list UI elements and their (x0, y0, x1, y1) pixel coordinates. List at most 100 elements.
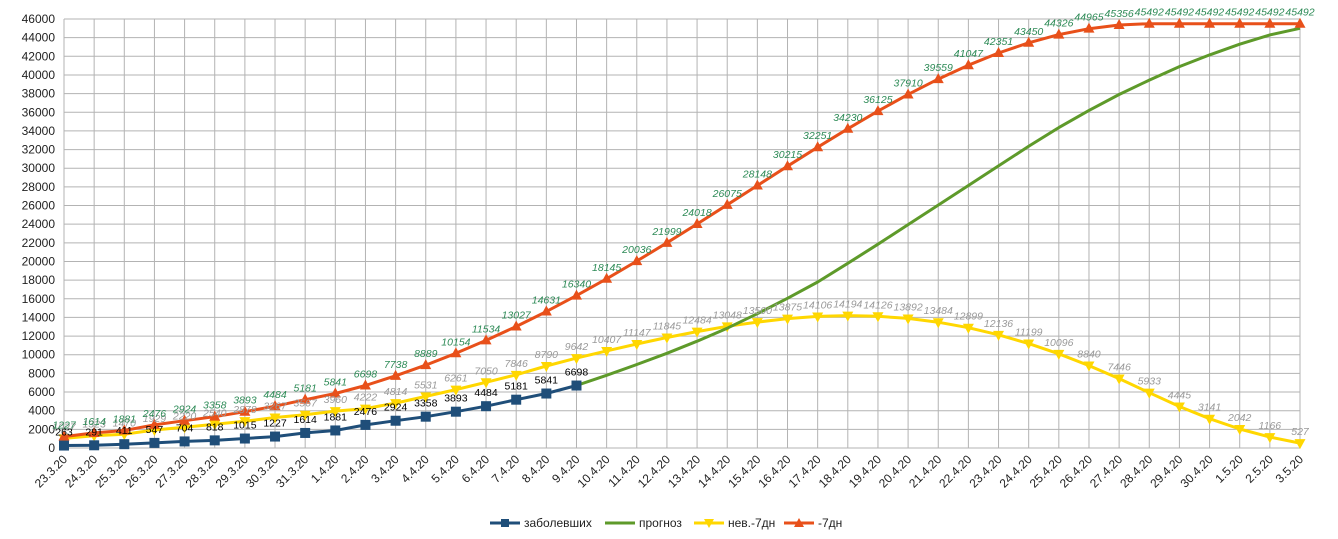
x-tick-label: 26.4.20 (1057, 452, 1095, 490)
data-label: 11199 (1015, 327, 1043, 339)
data-label: 4814 (384, 386, 408, 398)
data-label: 1881 (324, 411, 348, 423)
data-label: 2042 (1227, 412, 1252, 424)
x-tick-label: 17.4.20 (786, 452, 824, 490)
data-point (902, 314, 914, 325)
data-point (782, 160, 794, 171)
data-point (59, 440, 69, 451)
data-label: 12136 (984, 318, 1013, 330)
data-label: 10407 (592, 334, 622, 346)
data-point (570, 289, 582, 300)
x-tick-label: 7.4.20 (489, 452, 523, 486)
data-label: 45492 (1225, 7, 1254, 19)
data-label: 20036 (621, 244, 651, 256)
data-point (1204, 414, 1216, 425)
data-point (962, 323, 974, 334)
x-tick-label: 21.4.20 (906, 452, 944, 490)
data-point (58, 430, 70, 441)
data-point (661, 333, 673, 344)
y-tick-label: 6000 (28, 385, 55, 399)
data-point (601, 272, 613, 283)
data-label: 4222 (354, 392, 378, 404)
data-point (480, 378, 492, 389)
data-point (420, 392, 432, 403)
series-line-2 (63, 314, 1301, 445)
x-tick-label: 20.4.20 (876, 452, 914, 490)
data-label: 18145 (592, 262, 621, 274)
y-tick-label: 30000 (22, 161, 56, 175)
data-label: 12899 (954, 311, 983, 323)
data-label: 11147 (623, 327, 652, 339)
series-line-1 (576, 26, 1301, 387)
data-label: 5841 (535, 375, 559, 387)
data-point (269, 400, 281, 411)
x-tick-label: 16.4.20 (755, 452, 793, 490)
data-label: 6698 (565, 367, 589, 379)
x-tick-label: 28.3.20 (183, 452, 221, 490)
legend-label: -7дн (818, 516, 842, 530)
data-label: 6698 (354, 369, 378, 381)
y-tick-label: 12000 (22, 329, 56, 343)
data-label: 3893 (233, 395, 257, 407)
data-point (601, 346, 613, 357)
data-label: 1470 (113, 417, 137, 429)
data-point (1113, 374, 1125, 385)
y-tick-label: 14000 (22, 310, 56, 324)
data-point (842, 311, 854, 322)
data-label: 1929 (143, 413, 167, 425)
data-label: 3267 (263, 401, 288, 413)
data-label: 44965 (1074, 12, 1103, 24)
data-point (209, 410, 221, 421)
data-label: 4445 (1168, 390, 1192, 402)
data-point (270, 431, 281, 442)
data-label: 14126 (863, 299, 892, 311)
data-label: 3960 (324, 394, 348, 406)
x-tick-label: 3.4.20 (368, 452, 402, 486)
data-point (721, 198, 733, 209)
data-label: 11845 (653, 321, 682, 333)
data-point (359, 379, 371, 390)
data-label: 13484 (924, 305, 953, 317)
data-label: 13875 (773, 302, 802, 314)
data-point (1083, 361, 1095, 372)
series-line-3 (63, 22, 1300, 439)
data-label: 7738 (384, 359, 408, 371)
data-label: 32251 (803, 130, 832, 142)
legend-item-2: нев.-7дн (694, 516, 775, 530)
data-label: 30215 (773, 149, 802, 161)
data-point (481, 401, 492, 412)
data-label: 2924 (172, 404, 197, 416)
data-label: 45492 (1165, 7, 1194, 19)
data-label: 3141 (1198, 402, 1221, 414)
x-tick-label: 3.5.20 (1273, 452, 1307, 486)
data-label: 5181 (505, 381, 529, 393)
data-label: 24018 (681, 207, 711, 219)
data-label: 13048 (713, 309, 742, 321)
data-point (1173, 402, 1185, 413)
data-point (842, 122, 854, 133)
data-point (390, 369, 402, 380)
data-point (993, 47, 1005, 58)
y-tick-label: 2000 (28, 422, 55, 436)
data-label: 411 (116, 425, 133, 437)
data-point (1053, 28, 1065, 39)
legend-marker (501, 519, 509, 527)
data-point (209, 420, 221, 431)
data-point (872, 312, 884, 323)
y-tick-label: 28000 (22, 180, 56, 194)
y-tick-label: 42000 (22, 49, 56, 63)
x-tick-label: 25.3.20 (92, 452, 130, 490)
data-point (360, 419, 371, 430)
data-point (570, 354, 582, 365)
y-tick-label: 40000 (22, 68, 56, 82)
data-label: 7846 (505, 358, 529, 370)
data-label: 13892 (893, 301, 922, 313)
data-label: 704 (176, 422, 194, 434)
data-label: 9642 (565, 341, 589, 353)
data-point (631, 255, 643, 266)
data-label: 10096 (1044, 337, 1073, 349)
data-point (450, 406, 461, 417)
data-point (179, 423, 191, 434)
data-point (1143, 388, 1155, 399)
